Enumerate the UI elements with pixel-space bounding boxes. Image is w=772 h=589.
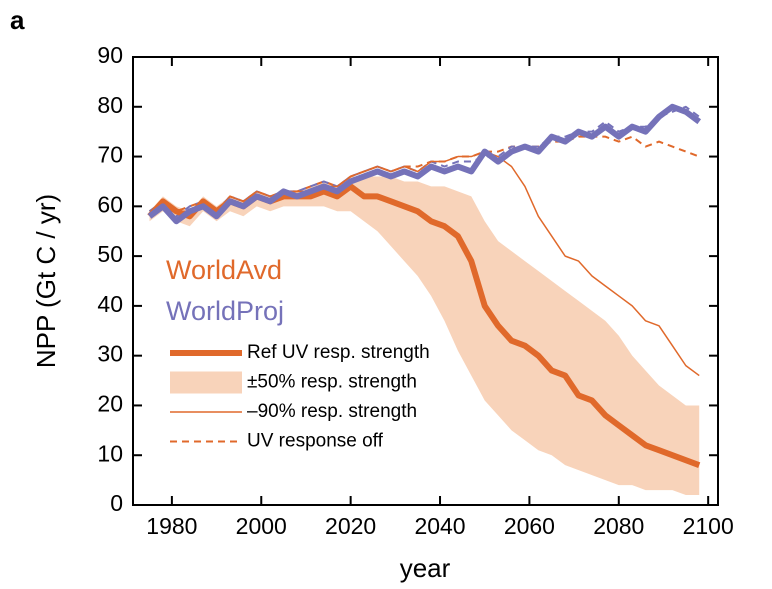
uncertainty-band [149,176,700,496]
plot-frame [132,56,719,506]
panel-label: a [10,5,25,35]
y-tick-label: 60 [97,191,123,217]
y-tick-label: 90 [97,42,123,68]
x-tick-label: 2080 [593,513,644,539]
x-tick-label: 2000 [236,513,287,539]
scenario-label: WorldAvd [166,255,282,285]
y-tick-label: 50 [97,241,123,267]
legend-label: Ref UV resp. strength [247,342,430,363]
series-line [148,150,700,377]
y-tick-label: 10 [97,440,123,466]
y-tick-label: 20 [97,391,123,417]
y-tick-label: 30 [97,341,123,367]
legend-label: UV response off [247,431,384,452]
x-tick-label: 1980 [146,513,197,539]
x-tick-label: 2100 [683,513,734,539]
plot-area [147,103,702,496]
x-tick-label: 2040 [414,513,465,539]
y-tick-label: 80 [97,92,123,118]
x-tick-label: 2060 [504,513,555,539]
y-tick-label: 0 [110,490,123,516]
legend-swatch [170,371,242,394]
scenario-label: WorldProj [166,296,284,326]
legend-label: ±50% resp. strength [247,372,417,393]
x-tick-label: 2020 [325,513,376,539]
legend-label: –90% resp. strength [247,401,417,422]
series-line [147,103,702,225]
x-axis-label: year [400,553,451,583]
y-tick-label: 40 [97,291,123,317]
y-tick-label: 70 [97,142,123,168]
y-axis-label: NPP (Gt C / yr) [31,194,61,368]
